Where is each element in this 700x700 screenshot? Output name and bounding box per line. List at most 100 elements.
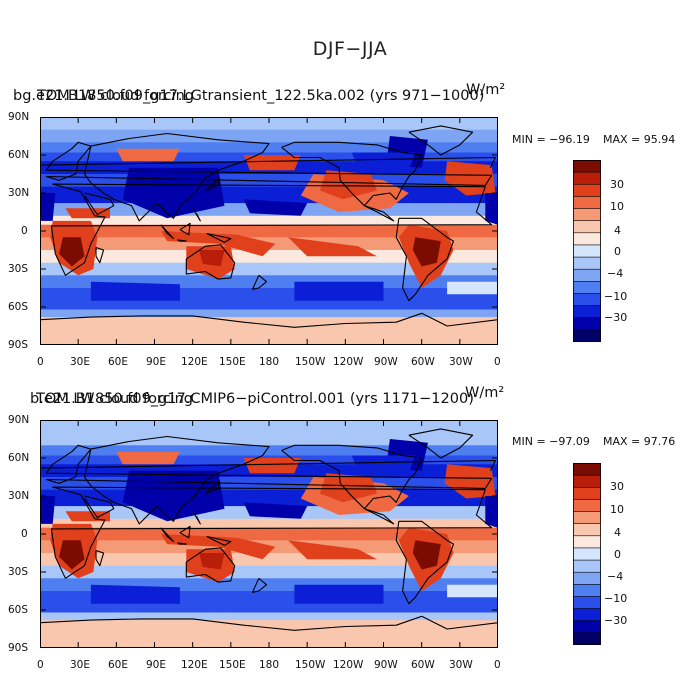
bottom-case-name: b.e21.B1850.f09_g17.CMIP6−piControl.001 … xyxy=(30,391,474,407)
colorbar-swatch xyxy=(573,620,601,634)
coastline xyxy=(95,246,105,264)
lat-band xyxy=(40,215,498,226)
coastline xyxy=(84,192,115,216)
bottom-map xyxy=(40,420,498,648)
top-colorbar xyxy=(573,160,601,342)
colorbar-swatch xyxy=(573,571,601,585)
top-lat-tick: 90N xyxy=(8,111,30,123)
top-lon-tick: 30E xyxy=(70,356,90,368)
coastline xyxy=(408,125,474,156)
colorbar-swatch xyxy=(573,256,601,270)
bottom-lon-tick: 120W xyxy=(333,659,364,671)
field-region xyxy=(243,155,301,171)
coastline xyxy=(40,615,498,631)
top-lat-tick: 0 xyxy=(21,225,28,237)
top-lon-tick: 90E xyxy=(146,356,166,368)
top-lon-tick: 150E xyxy=(219,356,246,368)
top-lat-tick: 60S xyxy=(8,301,29,313)
field-region xyxy=(199,553,225,570)
bottom-lat-tick: 90N xyxy=(8,414,30,426)
field-region xyxy=(351,152,416,171)
field-region xyxy=(40,496,56,524)
colorbar-swatch xyxy=(573,559,601,573)
field-region xyxy=(40,319,498,345)
field-region xyxy=(40,193,56,221)
coastline xyxy=(251,577,268,593)
coastline xyxy=(179,222,191,236)
field-region xyxy=(485,496,498,528)
top-case-name: bg.e21.B1850.f09_g17.LGtransient_122.5ka… xyxy=(13,88,485,104)
bottom-lon-tick: 30E xyxy=(70,659,90,671)
bottom-cb-label: 0 xyxy=(614,548,621,561)
coastline xyxy=(192,510,201,525)
colorbar-swatch xyxy=(573,463,601,476)
coastline xyxy=(205,480,220,495)
field-region xyxy=(447,281,498,295)
colorbar-swatch xyxy=(573,317,601,331)
field-region xyxy=(243,502,308,519)
coastline xyxy=(395,520,455,605)
top-lon-tick: 60E xyxy=(108,356,128,368)
field-region xyxy=(199,250,225,267)
bottom-lat-tick: 30S xyxy=(8,566,29,578)
coastline xyxy=(192,207,201,222)
coastline xyxy=(45,444,493,489)
coastline xyxy=(205,177,220,192)
lat-band xyxy=(40,432,498,446)
coastline xyxy=(179,525,191,539)
top-lon-tick: 0 xyxy=(37,356,44,368)
colorbar-frame xyxy=(573,160,601,342)
field-region xyxy=(294,281,384,301)
lat-band xyxy=(40,262,498,276)
bottom-lon-tick: 90E xyxy=(146,659,166,671)
field-region xyxy=(288,540,378,560)
top-cb-label: 10 xyxy=(610,200,624,213)
bottom-lon-tick: 0 xyxy=(494,659,501,671)
bottom-colorbar xyxy=(573,463,601,645)
top-lon-tick: 120E xyxy=(181,356,208,368)
colorbar-swatch xyxy=(573,486,601,501)
field-region xyxy=(294,584,384,604)
colorbar-swatch xyxy=(573,329,601,342)
field-region xyxy=(59,237,85,267)
top-cb-label: −30 xyxy=(604,311,628,324)
top-cb-label: −10 xyxy=(604,290,628,303)
top-map xyxy=(40,117,498,345)
bottom-lon-tick: 150E xyxy=(219,659,246,671)
colorbar-swatch xyxy=(573,608,601,622)
lat-band xyxy=(40,445,498,456)
bottom-lat-tick: 30N xyxy=(8,490,30,502)
coastlines xyxy=(40,125,498,328)
coastline xyxy=(281,141,423,222)
colorbar-swatch xyxy=(573,183,601,198)
field-region xyxy=(90,281,180,301)
top-max-label: MAX = 95.94 xyxy=(603,133,676,146)
bottom-max-label: MAX = 97.76 xyxy=(603,435,676,448)
field-region xyxy=(116,451,180,465)
field-region xyxy=(485,193,498,225)
lat-band xyxy=(40,129,498,143)
top-lat-tick: 60N xyxy=(8,149,30,161)
coastline xyxy=(41,156,497,168)
top-lon-tick: 120W xyxy=(333,356,364,368)
lat-band xyxy=(40,300,498,311)
coastline xyxy=(395,217,455,302)
colorbar-swatch xyxy=(573,293,601,307)
lat-band xyxy=(40,518,498,529)
top-cb-label: 30 xyxy=(610,178,624,191)
coastline xyxy=(177,542,187,545)
coastline xyxy=(50,486,493,579)
colorbar-swatch xyxy=(573,305,601,319)
colorbar-swatch xyxy=(573,232,601,246)
field-region xyxy=(40,622,498,648)
map-ticks xyxy=(40,420,498,648)
field-region xyxy=(412,540,441,570)
top-cb-label: 4 xyxy=(614,224,621,237)
coastline xyxy=(84,495,115,519)
bottom-lon-tick: 180 xyxy=(259,659,280,671)
colorbar-swatch xyxy=(573,281,601,295)
bottom-min-label: MIN = −97.09 xyxy=(512,435,590,448)
field-region xyxy=(116,148,180,162)
lat-band xyxy=(40,603,498,614)
colorbar-swatch xyxy=(573,196,601,210)
